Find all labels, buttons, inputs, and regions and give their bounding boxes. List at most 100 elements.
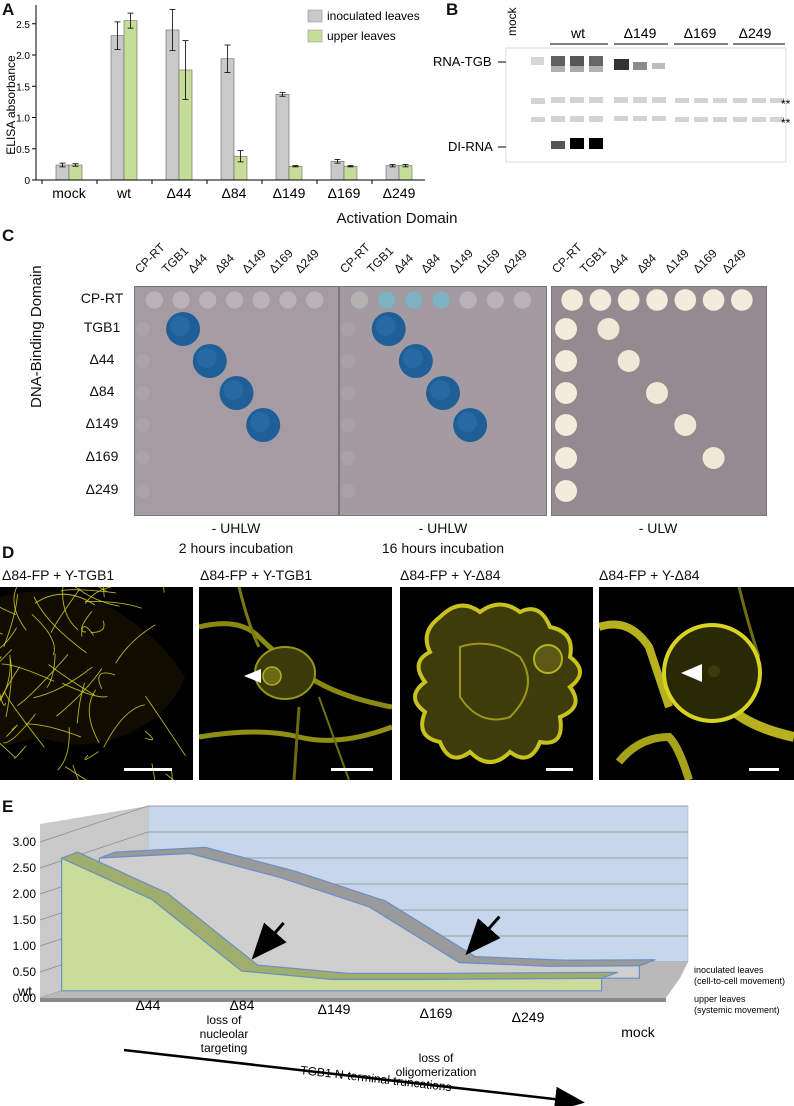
- colony-spot: [560, 288, 584, 312]
- plate-caption-2: - ULW: [568, 518, 748, 538]
- e-xtick-label: Δ249: [512, 1009, 545, 1025]
- panel-a-ylabel: ELISA absorbance: [4, 55, 18, 155]
- caption-line2: 2 hours incubation: [178, 540, 294, 556]
- colony-spot: [702, 288, 725, 312]
- arrow-d84: [251, 922, 287, 960]
- panel-d-label: D: [2, 543, 15, 562]
- truncation-arrow: [123, 1048, 585, 1106]
- bar-upper-6: [398, 165, 413, 181]
- col-label-0-3: Δ84: [212, 250, 238, 276]
- legend-inoculated: inoculated leaves: [327, 9, 420, 23]
- colony-spot: [555, 447, 577, 469]
- colony-spot: [597, 318, 620, 340]
- colony-spot: [555, 480, 577, 502]
- a-ytick-label: 2.5: [16, 20, 30, 31]
- colony-spot: [486, 290, 505, 310]
- row-label-4: Δ149: [85, 415, 119, 431]
- a-xtick-label: Δ44: [167, 185, 192, 200]
- a-ytick-label: 1.0: [16, 114, 30, 125]
- bar-upper-5: [343, 165, 358, 181]
- colony-spot: [305, 290, 324, 310]
- panel-a-label: A: [2, 0, 15, 19]
- e-xtick-label: Δ84: [230, 997, 255, 1013]
- plate-caption-1: - UHLW 16 hours incubation: [353, 518, 533, 558]
- legend-e-upper-2: (systemic movement): [694, 1005, 780, 1015]
- e-ytick-label: 0.00: [13, 991, 37, 1005]
- colony-spot: [278, 290, 298, 310]
- colony-spot: [702, 447, 725, 469]
- label-di-rna: DI-RNA: [448, 139, 493, 154]
- col-label-2-5: Δ169: [690, 246, 721, 276]
- colony-spot: [225, 290, 244, 310]
- colony-spot: [377, 290, 396, 310]
- plate-caption-0: - UHLW 2 hours incubation: [146, 518, 326, 558]
- colony-spot: [555, 382, 577, 404]
- a-xtick-label: Δ84: [222, 185, 247, 200]
- col-label-2-6: Δ249: [718, 246, 749, 276]
- col-label-2-4: Δ149: [662, 246, 692, 276]
- col-label-0-4: Δ149: [238, 246, 269, 276]
- dna-binding-domain-title: DNA-Binding Domain: [28, 265, 45, 408]
- col-label-0-5: Δ169: [265, 246, 296, 276]
- a-ytick-label: 0: [24, 176, 30, 187]
- bar-inoculated-6: [385, 165, 400, 181]
- colony-spot: [458, 290, 478, 310]
- a-ytick-label: 0.5: [16, 145, 30, 156]
- e-xtick-label: Δ44: [136, 997, 161, 1013]
- col-label-1-0: CP-RT: [337, 240, 373, 276]
- colony-spot: [404, 290, 424, 310]
- colony-spot: [350, 290, 369, 310]
- bar-inoculated-5: [330, 160, 345, 181]
- lane-d249: Δ249: [739, 25, 772, 41]
- a-xtick-label: mock: [52, 185, 86, 200]
- colony-spot: [617, 288, 640, 312]
- col-label-2-0: CP-RT: [549, 240, 585, 276]
- label-rna-tgb: RNA-TGB: [433, 54, 492, 69]
- colony-spot: [171, 290, 191, 310]
- panel-e-label: E: [2, 797, 14, 816]
- a-ytick-label: 2.0: [16, 51, 30, 62]
- colony-spot: [431, 290, 451, 310]
- legend-swatch-inoculated: [307, 9, 323, 23]
- plate-1: [339, 286, 547, 516]
- caption-line2: 16 hours incubation: [381, 540, 505, 556]
- e-xtick-label: wt: [17, 983, 32, 999]
- bar-inoculated-2: [165, 29, 180, 181]
- colony-spot: [513, 290, 532, 310]
- caption-line1: - ULW: [638, 520, 678, 536]
- row-label-2: Δ44: [89, 351, 115, 367]
- colony-spot: [589, 288, 612, 312]
- note-d84-2: nucleolar: [200, 1027, 249, 1041]
- legend-swatch-upper: [307, 29, 323, 43]
- colony-spot: [674, 414, 697, 436]
- panel-a-chart: ELISA absorbance 0 0.5 1.0 1.5 2.0 2.5 mock wt…: [4, 5, 425, 200]
- micro-image-1: [0, 587, 193, 780]
- micro-image-4: [599, 587, 794, 780]
- e-xtick-label: Δ169: [420, 1005, 453, 1021]
- bar-inoculated-1: [110, 35, 125, 181]
- note-d84-3: targeting: [201, 1041, 248, 1055]
- e-ytick-label: 1.00: [13, 939, 37, 953]
- activation-domain-title: Activation Domain: [336, 210, 458, 227]
- bar-upper-4: [288, 165, 303, 181]
- colony-spot: [617, 350, 640, 372]
- micro-title-4: Δ84-FP + Y-Δ84: [599, 567, 700, 583]
- legend-e-inoc-1: inoculated leaves: [694, 965, 764, 975]
- legend-e-inoc-2: (cell-to-cell movement): [694, 976, 785, 986]
- e-ytick-label: 1.50: [13, 913, 37, 927]
- micro-title-3: Δ84-FP + Y-Δ84: [400, 567, 501, 583]
- bar-inoculated-3: [220, 58, 235, 181]
- a-xtick-label: Δ149: [273, 185, 306, 200]
- note-d169-1: loss of: [419, 1051, 454, 1065]
- e-xtick-label: mock: [621, 1024, 655, 1040]
- arrow-d169: [465, 915, 501, 956]
- row-label-5: Δ169: [85, 448, 119, 464]
- row-label-1: TGB1: [83, 319, 121, 335]
- col-label-0-6: Δ249: [292, 246, 323, 276]
- micro-title-1: Δ84-FP + Y-TGB1: [2, 567, 115, 583]
- colony-spot: [730, 288, 754, 312]
- col-label-2-2: Δ44: [605, 250, 631, 276]
- legend-upper: upper leaves: [327, 29, 396, 43]
- col-label-1-5: Δ169: [472, 246, 503, 276]
- lane-wt: wt: [570, 25, 585, 41]
